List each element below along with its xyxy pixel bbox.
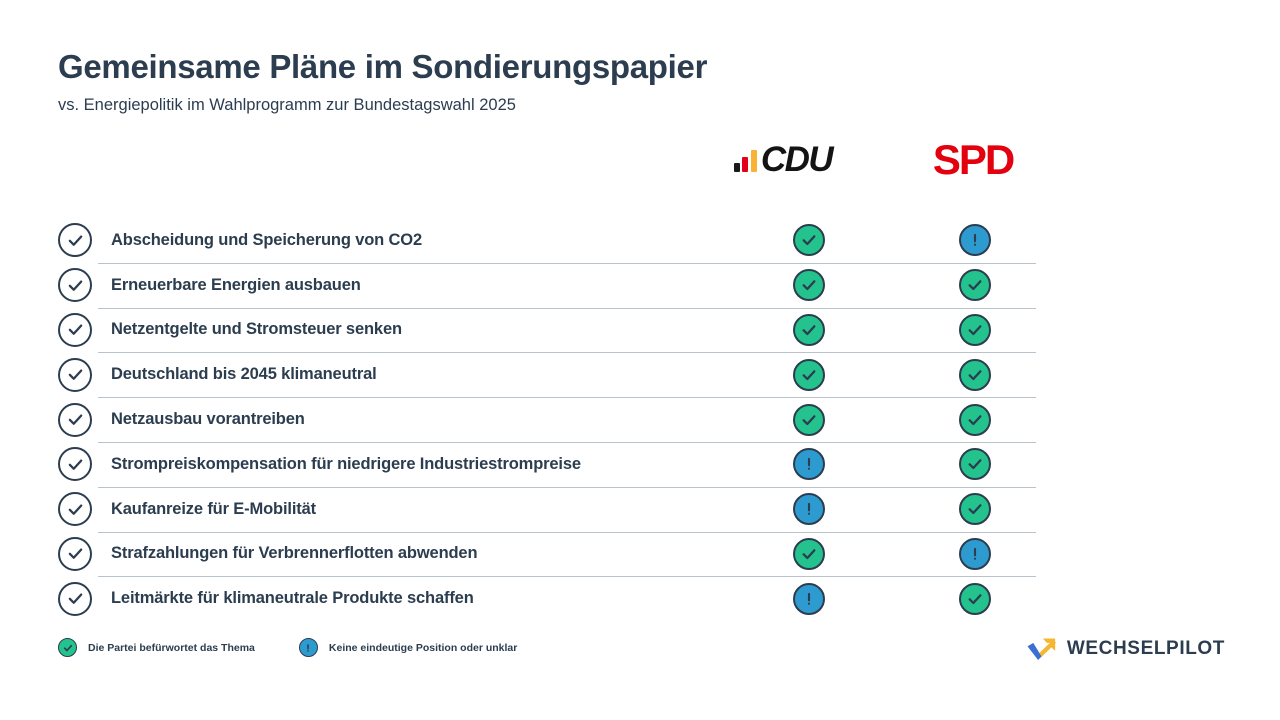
page-header: Gemeinsame Pläne im Sondierungspapier vs… xyxy=(58,48,778,116)
row-check-icon xyxy=(58,492,92,527)
cdu-bars-icon xyxy=(733,150,757,175)
status-badge-exclamation-icon xyxy=(793,493,825,526)
page-subtitle: vs. Energiepolitik im Wahlprogramm zur B… xyxy=(58,95,516,114)
status-badge-check-icon xyxy=(959,582,991,615)
legend-item-supports: Die Partei befürwortet das Thema xyxy=(58,638,255,657)
row-divider xyxy=(98,262,1036,264)
row-divider xyxy=(98,486,1036,488)
row-check-icon xyxy=(58,447,92,482)
cell-cdu xyxy=(726,493,892,526)
cell-spd xyxy=(892,269,1058,302)
cell-spd xyxy=(892,582,1058,615)
wechselpilot-mark-icon xyxy=(1027,638,1056,660)
row-check-icon xyxy=(58,223,92,258)
status-badge-check-icon xyxy=(793,403,825,436)
row-check-icon xyxy=(58,357,92,392)
column-header-cdu: CDU xyxy=(700,132,866,188)
cell-spd xyxy=(892,224,1058,257)
cell-cdu xyxy=(726,313,892,346)
status-badge-check-icon xyxy=(959,493,991,526)
cell-spd xyxy=(892,537,1058,570)
legend-label: Keine eindeutige Position oder unklar xyxy=(328,641,518,654)
legend-check-icon xyxy=(58,638,77,657)
table-row: Leitmärkte für klimaneutrale Produkte sc… xyxy=(58,576,1058,621)
spd-logo-label: SPD xyxy=(932,135,1015,183)
status-badge-exclamation-icon xyxy=(959,224,991,257)
table-row: Netzausbau vorantreiben xyxy=(58,397,1058,442)
cell-spd xyxy=(892,448,1058,481)
status-badge-check-icon xyxy=(793,269,825,302)
row-label: Deutschland bis 2045 klimaneutral xyxy=(111,365,377,384)
table-row: Netzentgelte und Stromsteuer senken xyxy=(58,307,1058,353)
brand-name: WECHSELPILOT xyxy=(1066,638,1225,659)
row-label: Kaufanreize für E-Mobilität xyxy=(111,499,316,518)
row-divider xyxy=(98,307,1036,309)
status-badge-exclamation-icon xyxy=(959,537,991,570)
brand-logo: WECHSELPILOT xyxy=(1026,635,1225,663)
table-row: Strafzahlungen für Verbrennerflotten abw… xyxy=(58,531,1058,577)
status-badge-check-icon xyxy=(959,269,991,302)
row-divider xyxy=(98,352,1036,354)
row-label: Strompreiskompensation für niedrigere In… xyxy=(111,454,581,473)
row-label: Erneuerbare Energien ausbauen xyxy=(111,275,361,294)
cell-cdu xyxy=(726,269,892,302)
status-badge-exclamation-icon xyxy=(793,582,825,615)
table-row: Abscheidung und Speicherung von CO2 xyxy=(58,218,1058,263)
cell-cdu xyxy=(726,358,892,391)
status-badge-check-icon xyxy=(793,358,825,391)
table-row: Kaufanreize für E-Mobilität xyxy=(58,486,1058,532)
cell-cdu xyxy=(726,537,892,570)
legend-label: Die Partei befürwortet das Thema xyxy=(88,641,255,654)
row-check-icon xyxy=(58,312,92,347)
legend: Die Partei befürwortet das Thema Keine e… xyxy=(58,638,517,657)
cell-spd xyxy=(892,493,1058,526)
status-badge-check-icon xyxy=(959,358,991,391)
status-badge-exclamation-icon xyxy=(793,448,825,481)
row-divider xyxy=(98,576,1036,578)
column-header-spd: SPD xyxy=(890,132,1056,188)
row-label: Abscheidung und Speicherung von CO2 xyxy=(111,230,423,249)
cell-cdu xyxy=(726,224,892,257)
cell-cdu xyxy=(726,582,892,615)
comparison-table: Abscheidung und Speicherung von CO2 Erne… xyxy=(58,218,1058,621)
status-badge-check-icon xyxy=(793,313,825,346)
row-check-icon xyxy=(58,402,92,437)
row-label: Leitmärkte für klimaneutrale Produkte sc… xyxy=(111,589,474,608)
page-title: Gemeinsame Pläne im Sondierungspapier xyxy=(58,48,708,85)
row-label: Netzentgelte und Stromsteuer senken xyxy=(111,320,402,339)
cell-cdu xyxy=(726,448,892,481)
status-badge-check-icon xyxy=(959,448,991,481)
row-check-icon xyxy=(58,268,92,303)
cell-cdu xyxy=(726,403,892,436)
row-divider xyxy=(98,441,1036,443)
cdu-logo: CDU xyxy=(733,139,834,179)
table-row: Strompreiskompensation für niedrigere In… xyxy=(58,441,1058,487)
table-row: Deutschland bis 2045 klimaneutral xyxy=(58,352,1058,397)
row-divider xyxy=(98,397,1036,399)
table-row: Erneuerbare Energien ausbauen xyxy=(58,262,1058,308)
legend-item-unclear: Keine eindeutige Position oder unklar xyxy=(298,638,518,657)
cell-spd xyxy=(892,313,1058,346)
cdu-logo-label: CDU xyxy=(760,139,834,179)
cell-spd xyxy=(892,358,1058,391)
cell-spd xyxy=(892,403,1058,436)
status-badge-check-icon xyxy=(793,537,825,570)
row-check-icon xyxy=(58,581,92,616)
status-badge-check-icon xyxy=(959,403,991,436)
status-badge-check-icon xyxy=(793,224,825,257)
row-label: Strafzahlungen für Verbrennerflotten abw… xyxy=(111,544,478,563)
status-badge-check-icon xyxy=(959,313,991,346)
row-check-icon xyxy=(58,536,92,571)
legend-exclamation-icon xyxy=(298,638,318,657)
row-label: Netzausbau vorantreiben xyxy=(111,410,305,429)
row-divider xyxy=(98,531,1036,533)
